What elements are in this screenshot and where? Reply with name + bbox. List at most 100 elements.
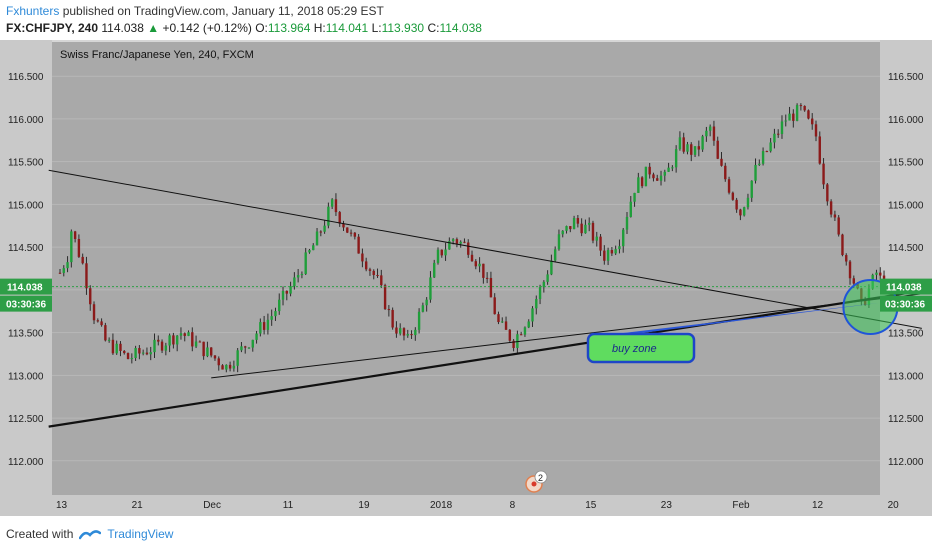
tradingview-link[interactable]: TradingView [107,527,174,541]
candle-body [130,357,134,360]
candle-body [391,309,394,328]
y-tick-label-right: 116.000 [888,115,924,126]
candle-body [368,269,372,271]
candle-body [463,241,466,243]
candle-body [591,222,595,241]
candle-body [773,133,776,143]
high-value: 114.041 [325,21,369,35]
low-value: 113.930 [381,21,425,35]
candle-body [92,304,96,321]
candle-body [565,226,568,231]
candle-body [841,234,844,256]
candle-body [750,180,753,198]
candle-body [848,261,852,279]
candle-body [289,286,292,294]
y-tick-label-left: 116.000 [8,115,44,126]
candle-body [342,223,345,228]
y-tick-label-right: 112.500 [888,414,924,425]
candle-body [308,250,311,253]
candle-body [603,250,606,261]
left-axis-panel [0,40,52,495]
candle-body [293,277,296,287]
alert-dot [531,481,537,487]
candle-body [89,288,92,305]
candle-body [364,261,368,270]
candle-body [440,249,443,256]
candle-body [633,192,636,202]
candle-body [262,322,266,330]
candle-body [138,348,141,354]
candle-body [663,171,666,176]
candle-body [716,140,719,159]
candle-body [588,222,591,225]
candle-body [754,164,757,181]
candle-body [648,166,651,175]
candle-body [569,226,572,230]
y-tick-label-right: 113.500 [888,329,924,340]
x-tick-label: 8 [510,500,516,511]
candle-body [194,341,198,347]
candle-body [478,263,481,267]
candle-body [247,347,251,349]
x-tick-label: 21 [132,500,144,511]
candle-body [410,334,413,336]
y-tick-label-left: 115.500 [8,158,44,169]
candle-body [134,348,137,358]
candle-body [546,274,549,282]
candle-body [470,254,474,262]
candle-body [126,353,130,360]
bottom-axis-panel [0,495,932,516]
candle-body [107,339,111,341]
candle-body [739,209,742,216]
candle-body [327,206,330,226]
candle-body [296,275,300,278]
open-label: O: [255,21,268,35]
candle-body [777,133,780,135]
y-tick-label-right: 114.500 [888,243,924,254]
price-chart[interactable]: 116.500 116.500 116.000 116.000 115.500 115.5… [0,40,932,516]
candle-body [618,246,621,250]
candle-body [183,333,186,336]
candle-body [81,256,84,264]
candle-body [459,241,462,244]
candle-body [501,321,504,323]
candle-body [807,110,810,119]
candle-body [795,105,799,121]
candle-body [780,121,784,134]
candle-body [198,341,202,343]
candle-body [731,192,735,200]
candle-body [425,299,428,306]
candle-body [829,201,833,215]
candle-body [323,225,326,232]
candle-body [383,285,387,310]
candle-body [160,341,164,351]
y-tick-label-right: 116.500 [888,72,924,83]
candle-body [399,328,402,334]
candle-body [444,249,447,256]
candle-body [402,328,406,336]
candle-body [845,255,848,262]
candle-body [637,177,640,193]
author-link[interactable]: Fxhunters [6,4,60,18]
y-tick-label-left: 113.500 [8,329,44,340]
candle-body [361,253,364,262]
candle-body [644,166,648,187]
candle-body [304,252,307,274]
right-axis-panel [880,40,932,495]
candle-body [285,290,288,294]
candle-body [818,136,821,164]
candle-body [485,277,489,279]
candle-body [580,223,583,234]
candle-body [62,268,65,273]
up-arrow-icon: ▲ [147,21,160,35]
candle-body [489,277,493,298]
candle-body [175,335,179,345]
plot-area [52,42,880,495]
close-label: C: [427,21,440,35]
candle-body [451,239,455,242]
chart-container[interactable]: 116.500 116.500 116.000 116.000 115.500 115.5… [0,40,932,516]
candle-body [761,151,765,164]
trendline [48,288,932,428]
candle-body [535,299,538,309]
x-tick-label: 2018 [430,500,453,511]
